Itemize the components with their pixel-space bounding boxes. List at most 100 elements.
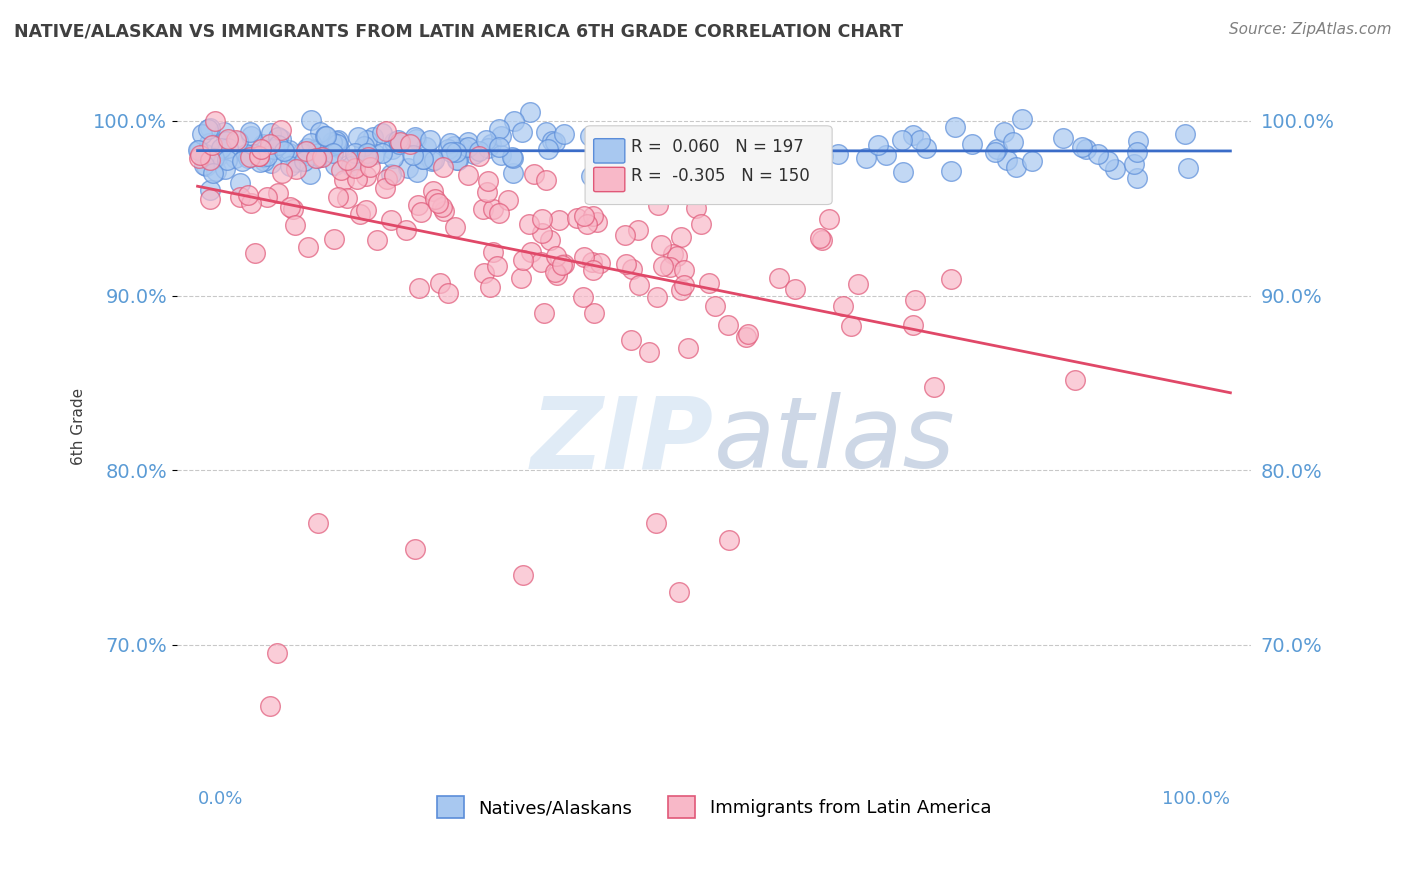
Point xyxy=(415,140,437,154)
Point xyxy=(354,149,377,163)
Point xyxy=(447,153,470,167)
Point xyxy=(356,202,378,217)
Point xyxy=(322,137,344,152)
Point xyxy=(433,204,456,219)
Point xyxy=(253,153,276,168)
Point xyxy=(631,137,654,152)
Point xyxy=(582,262,605,277)
Point xyxy=(585,214,607,228)
Point xyxy=(291,146,314,161)
Point xyxy=(530,226,553,240)
Point xyxy=(617,142,640,156)
Point xyxy=(817,212,839,227)
Text: atlas: atlas xyxy=(714,392,956,490)
Point xyxy=(502,151,524,165)
Point xyxy=(1177,161,1199,175)
Point xyxy=(502,166,524,180)
Point xyxy=(387,132,409,146)
Point xyxy=(475,185,498,199)
Point xyxy=(589,256,612,270)
Text: R =  -0.305   N = 150: R = -0.305 N = 150 xyxy=(631,167,810,185)
Point xyxy=(668,585,690,599)
Point xyxy=(986,142,1008,156)
Point xyxy=(267,137,290,152)
Text: 0.0%: 0.0% xyxy=(198,789,243,807)
Point xyxy=(298,167,321,181)
Point xyxy=(645,290,668,304)
Point xyxy=(804,150,827,164)
Point xyxy=(381,142,404,156)
Point xyxy=(481,202,503,216)
Point xyxy=(426,196,449,211)
Point xyxy=(292,154,315,169)
Point xyxy=(215,134,238,148)
Point xyxy=(1064,373,1087,387)
Point xyxy=(278,200,301,214)
Point xyxy=(620,333,643,347)
Point xyxy=(315,128,337,143)
Point xyxy=(278,159,301,173)
Point xyxy=(295,141,318,155)
Point xyxy=(665,249,688,263)
Text: Source: ZipAtlas.com: Source: ZipAtlas.com xyxy=(1229,22,1392,37)
Point xyxy=(538,234,561,248)
Point xyxy=(356,146,378,161)
Point xyxy=(621,261,644,276)
Point xyxy=(592,183,614,197)
Point xyxy=(349,151,371,165)
Point xyxy=(270,131,292,145)
Point xyxy=(444,220,467,235)
Point xyxy=(831,299,853,313)
Point xyxy=(530,211,553,226)
Point xyxy=(344,161,367,175)
Point xyxy=(697,277,720,291)
Point xyxy=(737,326,759,341)
Point xyxy=(371,126,394,140)
Point xyxy=(349,207,371,221)
Point xyxy=(1021,154,1043,169)
Point xyxy=(468,149,491,163)
Point xyxy=(436,142,458,156)
Point xyxy=(429,276,451,290)
Point xyxy=(247,149,270,163)
Point xyxy=(457,135,479,149)
Point xyxy=(239,125,262,139)
Point xyxy=(468,144,491,158)
Point xyxy=(855,151,877,165)
Point xyxy=(243,146,266,161)
Point xyxy=(285,154,308,169)
Point xyxy=(419,133,441,147)
Point xyxy=(827,147,849,161)
Point xyxy=(354,169,377,183)
Point xyxy=(443,138,465,153)
Point xyxy=(509,270,531,285)
Point xyxy=(655,165,678,179)
Point xyxy=(347,129,370,144)
Point xyxy=(579,129,602,144)
Point xyxy=(1128,135,1150,149)
Point xyxy=(299,136,322,150)
Point xyxy=(249,155,271,169)
Point xyxy=(395,223,418,237)
Point xyxy=(444,145,467,159)
Point xyxy=(637,344,659,359)
Point xyxy=(671,230,693,244)
Point xyxy=(1011,112,1033,126)
Point xyxy=(1174,128,1197,142)
Point xyxy=(582,210,605,224)
Point xyxy=(1005,160,1028,174)
Point xyxy=(752,138,775,153)
Point xyxy=(240,128,263,143)
Point xyxy=(922,380,945,394)
Point xyxy=(207,148,229,162)
Point xyxy=(478,280,501,294)
Point xyxy=(202,152,225,166)
Point xyxy=(572,290,595,304)
Point xyxy=(623,148,645,162)
Point xyxy=(252,150,274,164)
Text: NATIVE/ALASKAN VS IMMIGRANTS FROM LATIN AMERICA 6TH GRADE CORRELATION CHART: NATIVE/ALASKAN VS IMMIGRANTS FROM LATIN … xyxy=(14,22,903,40)
Point xyxy=(412,152,434,166)
Point xyxy=(297,240,319,254)
Point xyxy=(339,159,361,173)
Point xyxy=(399,136,422,151)
